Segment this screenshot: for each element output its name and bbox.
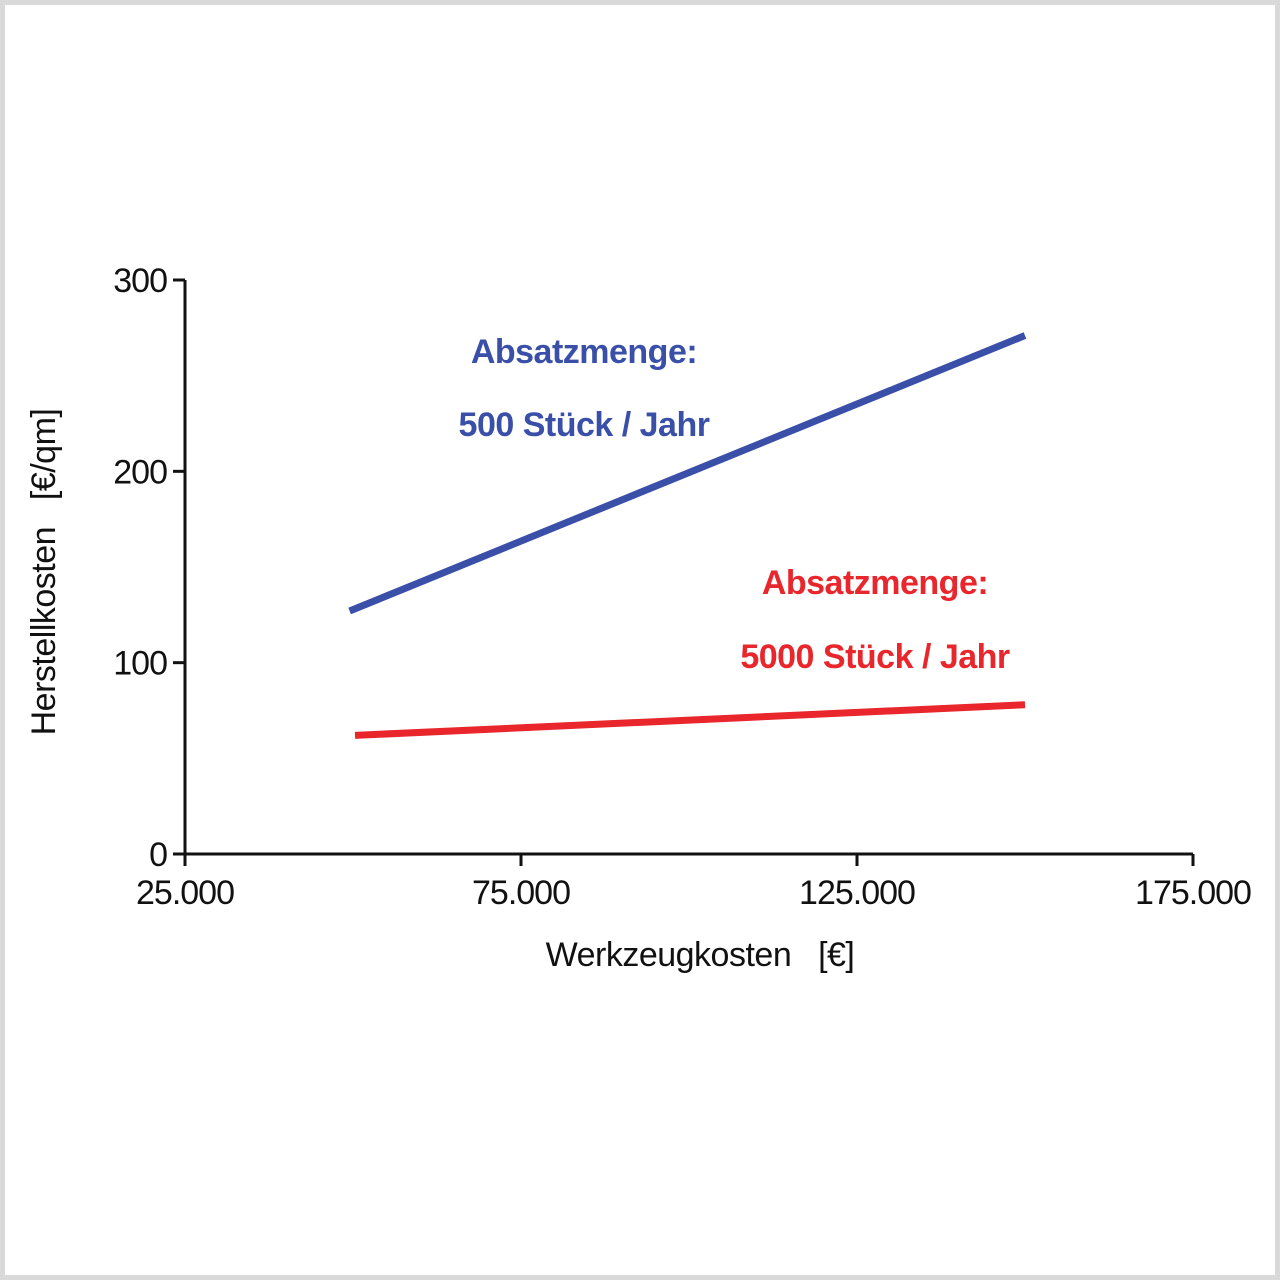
y-tick-label-0: 0: [149, 836, 167, 874]
series-1-annotation-line-1: Absatzmenge:: [471, 333, 697, 371]
series-1-line: [348, 332, 1027, 615]
y-tick-label-2: 200: [113, 453, 167, 491]
series-2-annotation-line-1: Absatzmenge:: [762, 564, 988, 602]
y-axis-title: Herstellkosten [€/qm]: [25, 409, 63, 736]
x-tick-label-0: 25.000: [136, 874, 234, 912]
series-2-annotation: Absatzmenge: 5000 Stück / Jahr: [740, 564, 1010, 676]
x-tick-label-2: 125.000: [799, 874, 915, 912]
x-axis-title: Werkzeugkosten [€]: [546, 936, 855, 974]
y-tick-label-3: 300: [113, 262, 167, 300]
x-tick-label-1: 75.000: [472, 874, 570, 912]
ticks: 0 100 200 300 25.000 75.000 125.000 175.000: [113, 262, 1252, 912]
series-layer: [348, 332, 1027, 739]
x-tick-label-3: 175.000: [1135, 874, 1251, 912]
series-1-annotation-line-2: 500 Stück / Jahr: [459, 406, 710, 444]
series-2-annotation-line-2: 5000 Stück / Jahr: [740, 638, 1010, 676]
series-1-annotation: Absatzmenge: 500 Stück / Jahr: [459, 333, 711, 444]
series-2-line: [354, 701, 1026, 739]
y-tick-label-1: 100: [113, 645, 167, 683]
axes: [183, 280, 1193, 856]
